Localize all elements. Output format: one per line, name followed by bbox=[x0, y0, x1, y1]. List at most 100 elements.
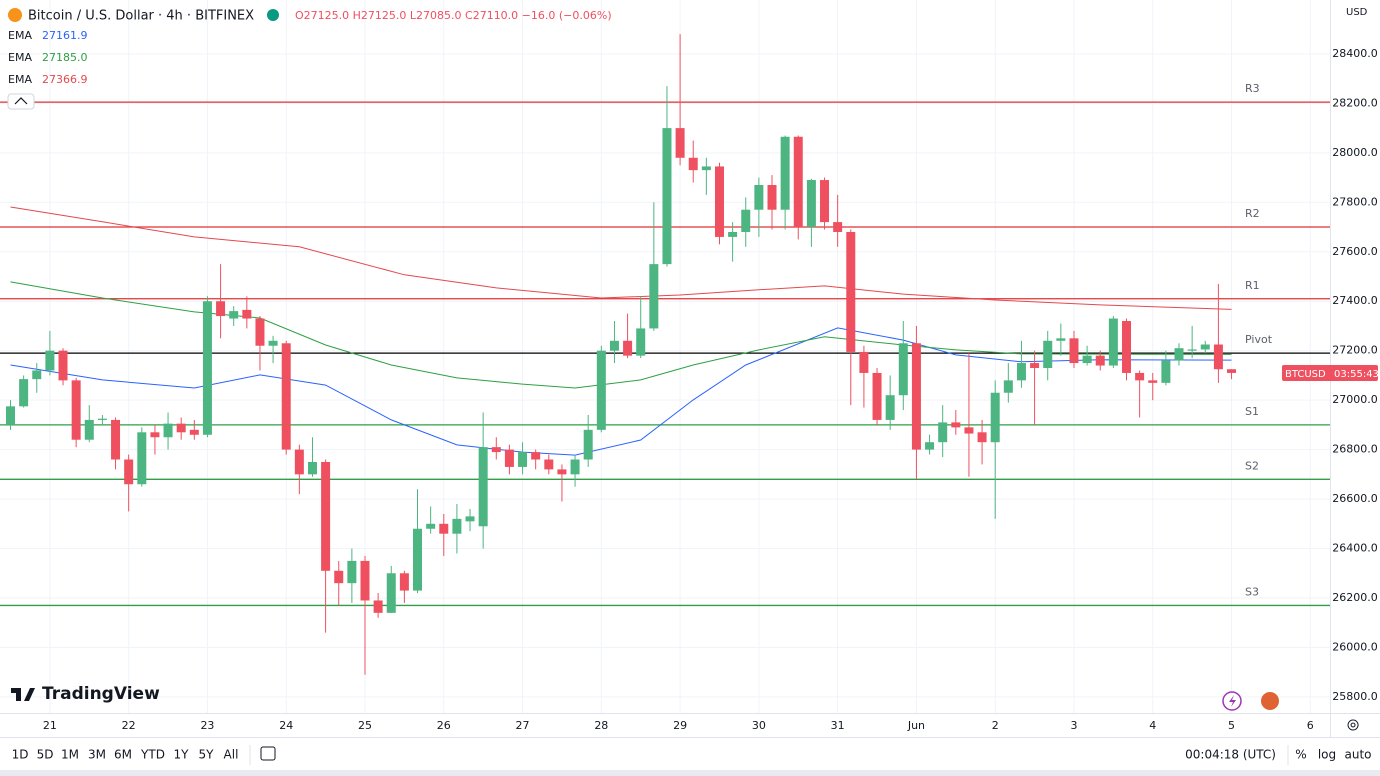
candle-body bbox=[176, 423, 186, 433]
candle-body bbox=[938, 422, 948, 443]
flag-icon[interactable] bbox=[1261, 692, 1279, 710]
candle-body bbox=[531, 452, 541, 460]
candle-body bbox=[321, 461, 331, 571]
candle-body bbox=[465, 516, 475, 522]
level-label: S1 bbox=[1245, 405, 1259, 418]
legend-value: 27161.9 bbox=[42, 29, 88, 42]
candle-body bbox=[583, 429, 593, 460]
axes: 25800.0 26000.0 26200.0 26400.0 26600.0 26800… bbox=[43, 47, 1378, 732]
candle-body bbox=[45, 350, 55, 371]
candle-body bbox=[596, 350, 606, 430]
candle-body bbox=[859, 351, 869, 373]
candle-body bbox=[426, 523, 436, 529]
ema-line bbox=[10, 281, 1232, 389]
candle-body bbox=[163, 423, 173, 438]
collapse-button[interactable] bbox=[7, 93, 35, 110]
x-tick-label: 24 bbox=[279, 719, 293, 732]
candle-body bbox=[1056, 338, 1066, 341]
date-range-icon[interactable] bbox=[260, 746, 276, 761]
legend-value: 27366.9 bbox=[42, 73, 88, 86]
y-tick-label: 27000.0 bbox=[1332, 393, 1378, 406]
x-tick-label: 29 bbox=[673, 719, 687, 732]
candle-body bbox=[820, 180, 830, 223]
x-tick-label: 5 bbox=[1228, 719, 1235, 732]
candle-body bbox=[964, 427, 974, 434]
axis-option[interactable]: auto bbox=[1344, 748, 1371, 762]
legend-label: EMA bbox=[8, 73, 32, 86]
candle-body bbox=[714, 166, 724, 237]
y-tick-label: 25800.0 bbox=[1332, 690, 1378, 703]
timeframe-button[interactable]: 1Y bbox=[174, 748, 190, 762]
legend-label: EMA bbox=[8, 51, 32, 64]
level-label: R1 bbox=[1245, 279, 1260, 292]
candle-body bbox=[1200, 344, 1210, 350]
candle-body bbox=[872, 372, 882, 420]
level-label: S3 bbox=[1245, 585, 1259, 598]
candle-body bbox=[662, 128, 672, 265]
candle-body bbox=[255, 318, 265, 346]
level-label: Pivot bbox=[1245, 333, 1273, 346]
y-tick-label: 28400.0 bbox=[1332, 47, 1378, 60]
y-tick-label: 26000.0 bbox=[1332, 640, 1378, 653]
chart-title: Bitcoin / U.S. Dollar · 4h · BITFINEX bbox=[28, 9, 254, 24]
y-tick-label: 27400.0 bbox=[1332, 294, 1378, 307]
candle-body bbox=[58, 350, 68, 381]
candle-body bbox=[570, 459, 580, 475]
level-label: R3 bbox=[1245, 82, 1260, 95]
x-tick-label: 27 bbox=[516, 719, 530, 732]
timeframe-button[interactable]: 1D bbox=[12, 748, 29, 762]
x-tick-label: 31 bbox=[831, 719, 845, 732]
candle-body bbox=[1043, 340, 1053, 368]
logo: TradingView bbox=[42, 684, 160, 704]
candle-body bbox=[911, 343, 921, 450]
x-tick-label: Jun bbox=[907, 719, 925, 732]
axis-option[interactable]: % bbox=[1295, 748, 1306, 762]
candle-body bbox=[71, 380, 81, 440]
timeframe-button[interactable]: 1M bbox=[61, 748, 79, 762]
level-label: S2 bbox=[1245, 459, 1259, 472]
candle-body bbox=[701, 166, 711, 171]
candle-body bbox=[334, 570, 344, 584]
timeframe-button[interactable]: All bbox=[224, 748, 239, 762]
candle-body bbox=[1095, 355, 1105, 366]
y-tick-label: 28200.0 bbox=[1332, 96, 1378, 109]
candle-body bbox=[1227, 369, 1237, 373]
y-tick-label: 28000.0 bbox=[1332, 146, 1378, 159]
x-tick-label: 30 bbox=[752, 719, 766, 732]
y-tick-label: 26200.0 bbox=[1332, 591, 1378, 604]
y-tick-label: 27800.0 bbox=[1332, 195, 1378, 208]
timeframe-button[interactable]: 5D bbox=[37, 748, 54, 762]
timeframe-button[interactable]: 5Y bbox=[199, 748, 215, 762]
x-tick-label: 25 bbox=[358, 719, 372, 732]
candle-body bbox=[754, 184, 764, 210]
candle-body bbox=[504, 449, 514, 467]
y-tick-label: 26400.0 bbox=[1332, 542, 1378, 555]
price-tag-countdown: 03:55:43 bbox=[1334, 369, 1379, 380]
axis-option[interactable]: log bbox=[1318, 748, 1336, 762]
candle-body bbox=[6, 406, 16, 425]
candle-body bbox=[557, 469, 567, 475]
candle-body bbox=[925, 442, 935, 450]
candle-body bbox=[242, 309, 252, 319]
candle-body bbox=[413, 528, 423, 591]
timeframe-button[interactable]: YTD bbox=[140, 748, 165, 762]
candle-body bbox=[478, 447, 488, 527]
candle-body bbox=[1082, 355, 1092, 364]
candle-body bbox=[1187, 349, 1197, 351]
candle-body bbox=[780, 136, 790, 210]
timeframe-button[interactable]: 3M bbox=[88, 748, 106, 762]
x-tick-label: 2 bbox=[992, 719, 999, 732]
plot-area: R3 R2 R1 Pivot S1 S2 S3 bbox=[0, 34, 1330, 675]
legend-value: 27185.0 bbox=[42, 51, 88, 64]
candle-body bbox=[281, 343, 291, 450]
candle-body bbox=[399, 573, 409, 591]
candle-body bbox=[84, 419, 94, 440]
candle-body bbox=[216, 301, 226, 317]
candle-body bbox=[202, 301, 212, 435]
candle-body bbox=[741, 209, 751, 232]
settings-icon[interactable] bbox=[1347, 719, 1359, 731]
level-label: R2 bbox=[1245, 207, 1260, 220]
candle-body bbox=[373, 600, 383, 613]
timeframe-button[interactable]: 6M bbox=[114, 748, 132, 762]
